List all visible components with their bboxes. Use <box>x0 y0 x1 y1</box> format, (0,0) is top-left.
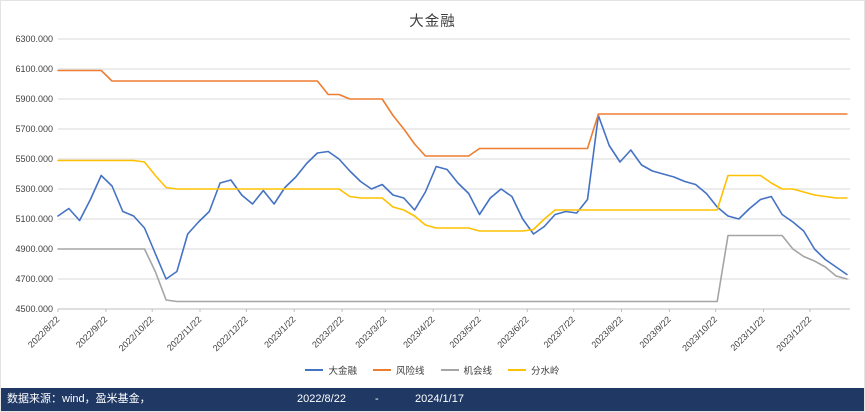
x-axis-tick-label: 2023/9/22 <box>637 314 672 349</box>
legend-item-大金融: 大金融 <box>305 363 357 377</box>
x-axis-tick-label: 2023/10/22 <box>680 314 719 353</box>
x-axis-tick-label: 2023/3/22 <box>353 314 388 349</box>
x-axis-tick-label: 2023/5/22 <box>448 314 483 349</box>
x-axis-tick-label: 2023/6/22 <box>495 314 530 349</box>
x-axis-tick-label: 2023/1/22 <box>262 314 297 349</box>
series-line-分水岭 <box>57 159 848 232</box>
y-axis-tick-label: 5100.000 <box>15 214 53 224</box>
series-line-机会线 <box>57 234 848 303</box>
x-axis-tick-label: 2023/12/22 <box>774 314 813 353</box>
x-axis-tick-label: 2022/10/22 <box>117 314 156 353</box>
y-axis-tick-label: 4900.000 <box>15 244 53 254</box>
y-axis-tick-label: 5500.000 <box>15 154 53 164</box>
footer-date-separator: - <box>375 393 379 405</box>
x-axis-tick-label: 2023/7/22 <box>542 314 577 349</box>
legend-line-sample <box>305 369 324 371</box>
legend-line-sample <box>440 369 459 371</box>
x-axis-tick-label: 2023/11/22 <box>728 314 766 352</box>
y-axis-tick-label: 6100.000 <box>15 64 53 74</box>
legend-label: 机会线 <box>463 366 493 377</box>
legend-item-机会线: 机会线 <box>440 363 493 377</box>
y-axis-tick-label: 5300.000 <box>15 184 53 194</box>
legend-line-sample <box>372 369 391 371</box>
y-axis-tick-label: 4700.000 <box>15 274 53 284</box>
x-axis-tick-label: 2022/8/22 <box>26 314 61 349</box>
legend-line-sample <box>508 369 527 371</box>
legend-item-风险线: 风险线 <box>372 363 425 377</box>
y-axis-tick-label: 5900.000 <box>15 94 53 104</box>
legend-label: 大金融 <box>328 366 357 377</box>
y-axis-tick-label: 6300.000 <box>15 34 53 44</box>
data-source-text: 数据来源：wind，盈米基金， <box>7 393 151 405</box>
x-axis-tick-label: 2022/12/22 <box>211 314 250 353</box>
chart-plot-area: 4500.000 4700.000 4900.000 5100.000 5300.000… <box>15 34 850 353</box>
y-axis-tick-label: 4500.000 <box>15 304 53 314</box>
legend-label: 风险线 <box>395 366 425 377</box>
legend-label: 分水岭 <box>531 366 560 377</box>
series-line-风险线 <box>57 69 848 157</box>
footer-bar: 数据来源：wind，盈米基金， 2022/8/22 - 2024/1/17 <box>1 388 864 411</box>
chart-title: 大金融 <box>409 14 456 30</box>
y-axis-tick-label: 5700.000 <box>15 124 53 134</box>
x-axis-tick-label: 2023/2/22 <box>310 314 345 349</box>
chart-legend: 大金融 风险线 机会线 分水岭 <box>1 363 864 377</box>
x-axis-tick-label: 2022/9/22 <box>74 314 109 349</box>
x-axis-tick-label: 2023/8/22 <box>590 314 625 349</box>
x-axis-tick-label: 2023/4/22 <box>401 314 436 349</box>
series-line-大金融 <box>57 114 848 280</box>
x-axis-tick-label: 2022/11/22 <box>165 314 203 352</box>
footer-end-date: 2024/1/17 <box>415 393 464 405</box>
footer-start-date: 2022/8/22 <box>297 393 346 405</box>
legend-item-分水岭: 分水岭 <box>508 363 560 377</box>
